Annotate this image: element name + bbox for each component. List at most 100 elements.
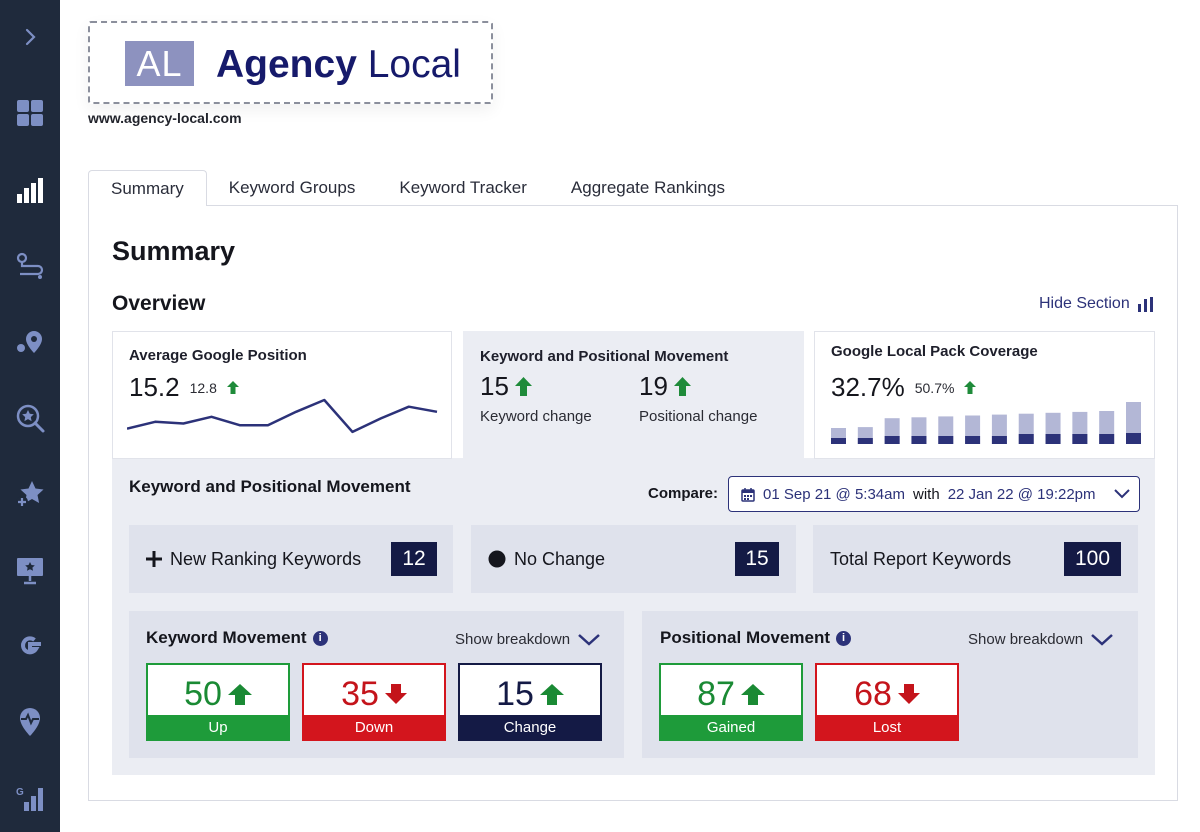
logo-name-bold: Agency xyxy=(216,43,357,86)
compare-with: with xyxy=(913,485,940,503)
chevron-down-icon xyxy=(578,633,600,646)
card-title: Keyword and Positional Movement xyxy=(480,348,729,365)
pack-bar-covered xyxy=(857,438,873,444)
arrow-down-icon xyxy=(897,684,920,704)
positional-lost-box: 68 Lost xyxy=(815,663,959,741)
agency-url: www.agency-local.com xyxy=(88,110,242,126)
report-tabs: Summary Keyword Groups Keyword Tracker A… xyxy=(88,170,747,206)
arrow-up-icon xyxy=(539,683,564,705)
arrow-up-icon xyxy=(227,683,252,705)
compare-date-range[interactable]: 01 Sep 21 @ 5:34am with 22 Jan 22 @ 19:2… xyxy=(728,476,1140,512)
plus-icon xyxy=(146,551,162,567)
stat-label: Total Report Keywords xyxy=(830,549,1011,570)
stat-label: New Ranking Keywords xyxy=(146,549,361,570)
breakdown-label: Show breakdown xyxy=(455,631,571,648)
keyword-change-box: 15 Change xyxy=(458,663,602,741)
sidebar-item-google[interactable] xyxy=(0,621,60,671)
sidebar-item-dashboard[interactable] xyxy=(0,88,60,138)
keyword-movement-title: Keyword Movement i xyxy=(146,628,328,648)
sidebar-item-search[interactable] xyxy=(0,393,60,443)
expand-sidebar-button[interactable] xyxy=(0,12,60,62)
arrow-down-icon xyxy=(384,684,407,704)
keyword-change-label: Change xyxy=(460,715,600,739)
pack-bar-covered xyxy=(938,436,954,444)
tab-summary[interactable]: Summary xyxy=(88,170,207,206)
sidebar-item-reviews[interactable] xyxy=(0,469,60,519)
stat-label-text: New Ranking Keywords xyxy=(170,548,362,569)
pack-bar-covered xyxy=(1072,434,1088,444)
keyword-change-value: 15 xyxy=(480,371,509,401)
tab-keyword-groups[interactable]: Keyword Groups xyxy=(228,178,356,197)
positional-show-breakdown[interactable]: Show breakdown xyxy=(968,631,1113,648)
keyword-show-breakdown[interactable]: Show breakdown xyxy=(455,631,600,648)
stat-value: 12 xyxy=(391,542,437,576)
logo-mark: AL xyxy=(125,41,194,86)
arrow-up-icon xyxy=(673,377,691,396)
sidebar-item-health[interactable] xyxy=(0,697,60,747)
svg-text:G: G xyxy=(16,787,24,798)
sparkline-line xyxy=(127,398,438,434)
chevron-right-icon xyxy=(25,28,36,46)
positional-lost-label: Lost xyxy=(817,715,957,739)
hide-section-button[interactable]: Hide Section xyxy=(1039,295,1154,313)
sidebar-item-google-rank[interactable]: G xyxy=(0,773,60,823)
sidebar-item-route[interactable] xyxy=(0,241,60,291)
arrow-up-icon xyxy=(226,381,239,394)
search-star-icon xyxy=(16,404,45,433)
sidebar-item-locations[interactable] xyxy=(0,318,60,368)
google-icon xyxy=(21,636,41,655)
sidebar-item-reports[interactable] xyxy=(0,545,60,595)
page-title: Summary xyxy=(112,236,236,266)
dashboard-grid-icon xyxy=(17,100,43,126)
bar-chart-icon xyxy=(1137,296,1153,312)
chevron-down-icon xyxy=(1113,489,1130,499)
positional-movement-title: Positional Movement i xyxy=(660,628,852,648)
keyword-up-box: 50 Up xyxy=(146,663,290,741)
stat-label-text: No Change xyxy=(514,548,606,569)
info-icon[interactable]: i xyxy=(312,630,328,646)
overview-heading: Overview xyxy=(112,292,206,315)
local-pack-delta: 50.7% xyxy=(914,379,955,396)
pack-bar-covered xyxy=(1018,434,1034,444)
stat-new-ranking: New Ranking Keywords 12 xyxy=(129,525,453,593)
breakdown-label: Show breakdown xyxy=(968,631,1084,648)
avg-position-card: Average Google Position 15.2 12.8 xyxy=(112,331,452,459)
logo-wordmark: Agency Local xyxy=(216,41,461,89)
arrow-up-icon xyxy=(514,377,532,396)
positional-change-value: 19 xyxy=(639,371,668,401)
positional-gained-label: Gained xyxy=(661,715,801,739)
heartbeat-pin-icon xyxy=(20,708,40,736)
map-pin-icon xyxy=(17,331,42,353)
keyword-down-label: Down xyxy=(304,715,444,739)
pack-bar-covered xyxy=(965,436,981,444)
stat-label-text: Total Report Keywords xyxy=(830,548,1012,569)
hide-section-label: Hide Section xyxy=(1039,295,1130,312)
info-icon[interactable]: i xyxy=(836,630,852,646)
stat-total-keywords: Total Report Keywords 100 xyxy=(813,525,1138,593)
positional-gained-box: 87 Gained xyxy=(659,663,803,741)
pack-bar-covered xyxy=(911,436,927,444)
positional-change-label: Positional change xyxy=(639,408,758,425)
sidebar: G xyxy=(0,0,60,832)
card-title: Average Google Position xyxy=(129,347,307,364)
bar-chart-icon xyxy=(17,178,43,203)
local-pack-bars xyxy=(831,402,1141,444)
pack-bar-covered xyxy=(1099,434,1115,444)
pack-bar-covered xyxy=(831,438,846,444)
keyword-up-label: Up xyxy=(148,715,288,739)
kp-movement-card: Keyword and Positional Movement 15 Keywo… xyxy=(463,331,804,459)
card-title: Google Local Pack Coverage xyxy=(831,343,1038,360)
tab-aggregate-rankings[interactable]: Aggregate Rankings xyxy=(570,178,725,197)
keyword-down-value: 35 xyxy=(341,674,379,713)
tab-keyword-tracker[interactable]: Keyword Tracker xyxy=(399,178,527,197)
keyword-change-value: 15 xyxy=(496,674,534,713)
chevron-down-icon xyxy=(1091,633,1113,646)
arrow-up-icon xyxy=(740,683,765,705)
arrow-up-icon xyxy=(964,381,977,394)
sidebar-item-rankings[interactable] xyxy=(0,165,60,215)
local-pack-value: 32.7% xyxy=(831,372,905,402)
compare-from: 01 Sep 21 @ 5:34am xyxy=(763,485,905,503)
keyword-down-box: 35 Down xyxy=(302,663,446,741)
stat-no-change: No Change 15 xyxy=(471,525,796,593)
keyword-movement-title-text: Keyword Movement xyxy=(146,628,307,647)
